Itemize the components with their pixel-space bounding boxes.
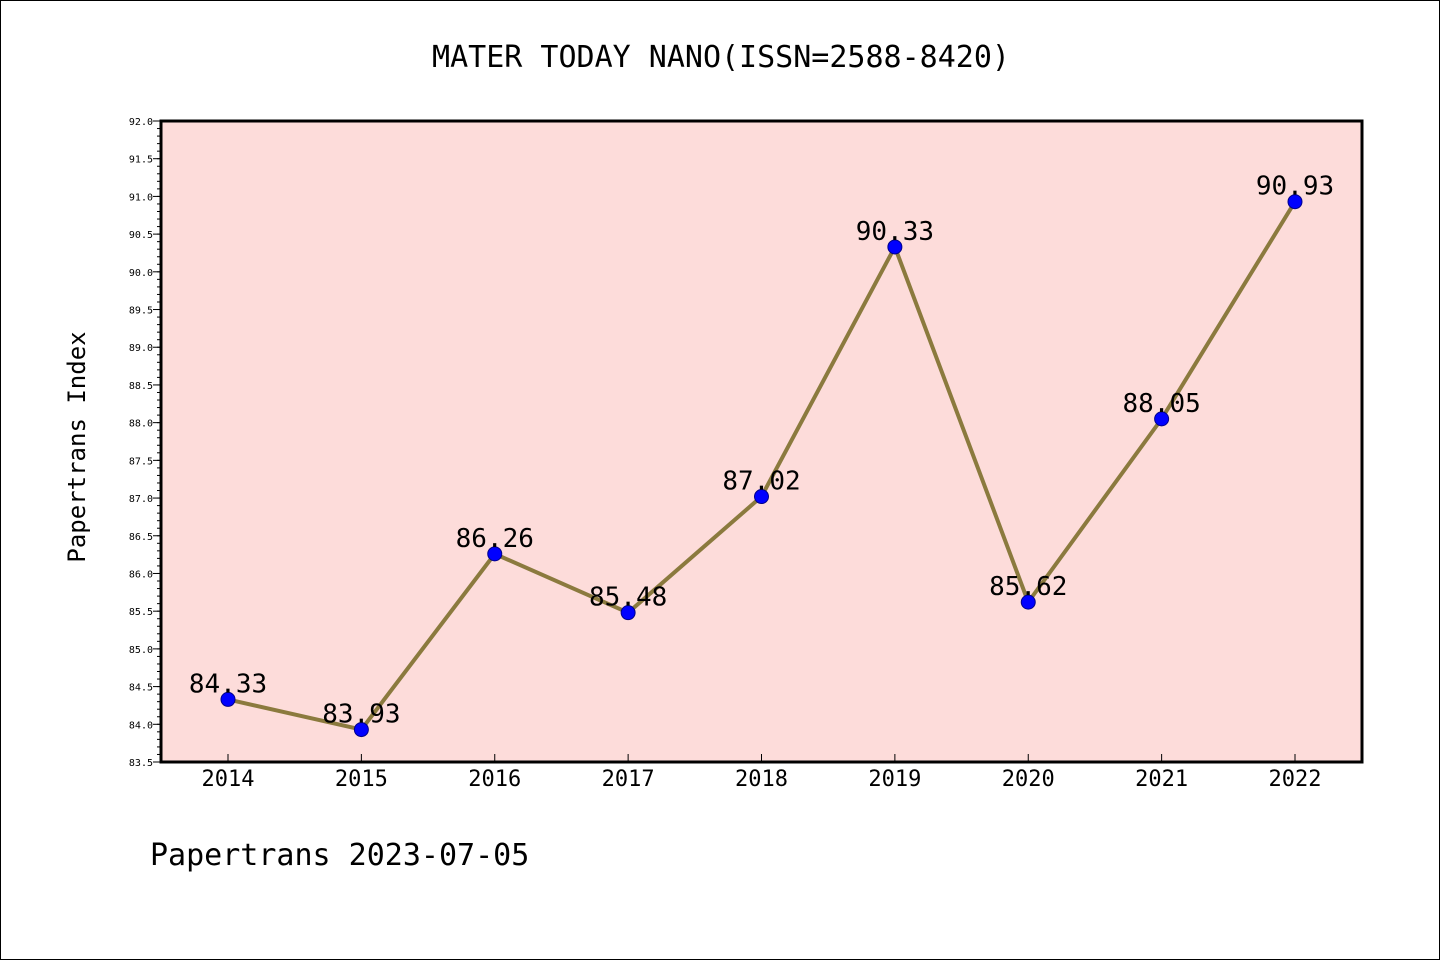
data-label: 85.48 xyxy=(589,583,667,613)
y-tick-label: 89.0 xyxy=(129,343,153,354)
data-markers xyxy=(220,194,1303,738)
data-label: 83.93 xyxy=(322,700,400,730)
x-tick-label: 2015 xyxy=(335,767,388,792)
y-tick-label: 89.5 xyxy=(129,306,153,317)
data-point xyxy=(887,239,903,255)
x-tick-label: 2022 xyxy=(1269,767,1322,792)
y-tick-label: 86.0 xyxy=(129,569,153,580)
data-point xyxy=(1020,594,1036,610)
x-tick-label: 2021 xyxy=(1135,767,1188,792)
y-tick-label: 92.0 xyxy=(129,117,153,128)
data-label: 86.26 xyxy=(456,524,534,554)
x-axis: 2014 2015 2016 2017 2018 2019 2020 2021 2022 xyxy=(202,754,1322,792)
y-tick-label: 87.5 xyxy=(129,456,153,467)
data-label: 87.02 xyxy=(722,467,800,497)
data-label: 90.93 xyxy=(1256,172,1334,202)
y-tick-label: 87.0 xyxy=(129,494,153,505)
x-tick-label: 2019 xyxy=(868,767,921,792)
data-label: 84.33 xyxy=(189,669,267,699)
y-tick-label: 83.5 xyxy=(129,758,153,769)
y-tick-label: 91.5 xyxy=(129,155,153,166)
y-tick-label: 85.0 xyxy=(129,645,153,656)
x-tick-label: 2016 xyxy=(468,767,521,792)
y-axis-label: Papertrans Index xyxy=(63,331,91,562)
data-point xyxy=(353,722,369,738)
x-tick-label: 2014 xyxy=(202,767,255,792)
y-tick-label: 90.5 xyxy=(129,230,153,241)
y-tick-label: 90.0 xyxy=(129,268,153,279)
data-label: 90.33 xyxy=(856,217,934,247)
data-labels: 84.33 83.93 86.26 85.48 87.02 90.33 85.62 88.05… xyxy=(189,172,1334,730)
plot-border xyxy=(159,119,1364,764)
x-tick-label: 2020 xyxy=(1002,767,1055,792)
data-label: 88.05 xyxy=(1122,389,1200,419)
plot-area xyxy=(161,121,1362,762)
data-point xyxy=(220,691,236,707)
y-tick-label: 88.0 xyxy=(129,419,153,430)
data-point xyxy=(754,489,769,505)
y-tick-label: 85.5 xyxy=(129,607,153,618)
x-tick-label: 2018 xyxy=(735,767,788,792)
y-tick-label: 91.0 xyxy=(129,192,153,203)
data-point xyxy=(487,546,503,562)
y-tick-label: 84.0 xyxy=(129,720,153,731)
y-tick-label: 88.5 xyxy=(129,381,153,392)
y-tick-label: 86.5 xyxy=(129,532,153,543)
y-tick-label: 84.5 xyxy=(129,683,153,694)
data-point xyxy=(620,605,636,621)
chart-title: MATER TODAY NANO(ISSN=2588-8420) xyxy=(432,40,1010,75)
data-point xyxy=(1287,194,1303,210)
data-point xyxy=(1154,411,1170,427)
x-tick-label: 2017 xyxy=(602,767,655,792)
data-label: 85.62 xyxy=(989,572,1067,602)
y-axis: 83.5 84.0 84.5 85.0 85.5 86.0 86.5 87.0 87.5 88.0… xyxy=(129,117,161,769)
footer-credit: Papertrans 2023-07-05 xyxy=(150,838,529,873)
